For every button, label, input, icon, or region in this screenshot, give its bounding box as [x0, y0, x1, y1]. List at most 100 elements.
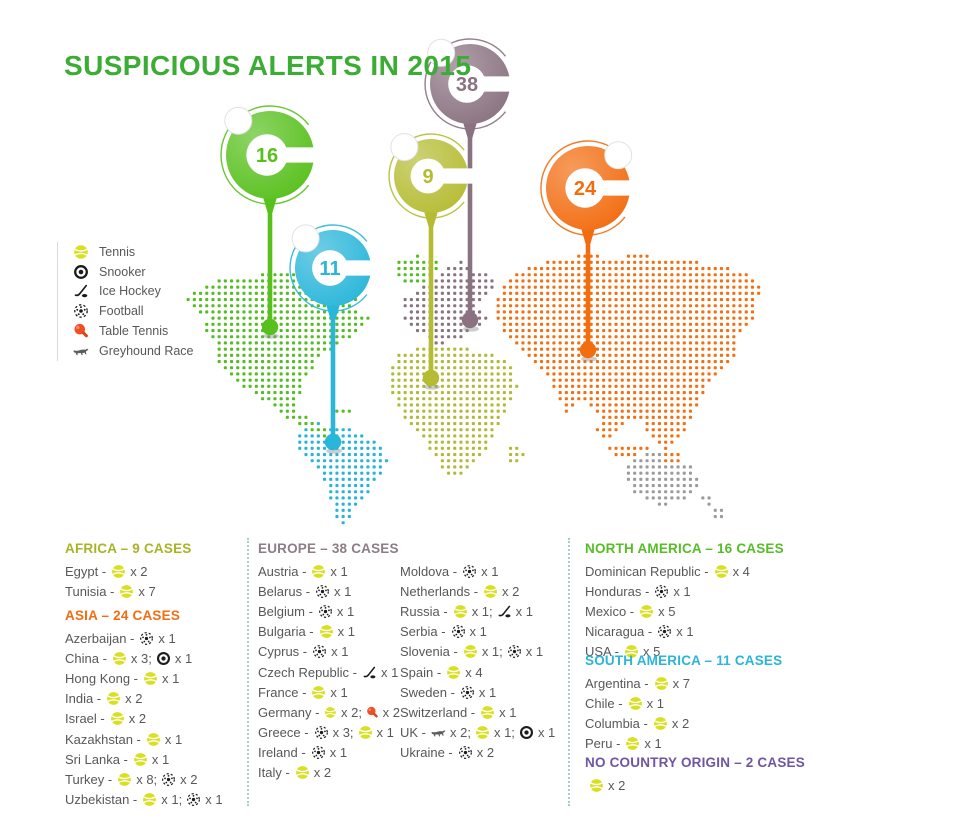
- section-title: NO COUNTRY ORIGIN – 2 CASES: [585, 755, 805, 770]
- country-name: China -: [65, 650, 107, 666]
- sport-count: x 1: [381, 664, 399, 680]
- marker-bubble: [604, 141, 633, 170]
- tennis-icon: [640, 605, 653, 618]
- sport-count: x 1: [646, 695, 664, 711]
- section-title: AFRICA – 9 CASES: [65, 541, 192, 556]
- country-name: Egypt -: [65, 563, 107, 579]
- legend-item-greyhound: Greyhound Race: [73, 341, 194, 361]
- country-name: Czech Republic -: [258, 664, 357, 680]
- country-name: Uzbekistan -: [65, 792, 138, 808]
- country-row: Azerbaijan - x 1: [65, 628, 223, 648]
- sport-count: x 4: [465, 664, 483, 680]
- tennis-icon: [626, 737, 640, 751]
- marker-bubble: [390, 133, 419, 162]
- country-name: Bulgaria -: [258, 624, 314, 640]
- sport-count: x 1: [644, 736, 662, 752]
- football-icon: [319, 605, 332, 618]
- country-name: Belgium -: [258, 603, 313, 619]
- page-title: SUSPICIOUS ALERTS IN 2015: [64, 50, 472, 81]
- sport-count: x 1: [469, 624, 487, 640]
- country-name: Netherlands -: [400, 583, 479, 599]
- sport-count: x 3;: [130, 650, 152, 666]
- column-divider: [568, 538, 570, 806]
- sport-count: x 1: [162, 670, 180, 686]
- country-row: France - x 1: [258, 682, 400, 702]
- country-name: Turkey -: [65, 771, 113, 787]
- legend-item-snooker: Snooker: [73, 262, 194, 282]
- football-icon: [507, 645, 521, 659]
- snooker-icon: [156, 651, 170, 665]
- section-title: SOUTH AMERICA – 11 CASES: [585, 653, 783, 668]
- tennis-icon: [447, 665, 461, 679]
- country-name: Peru -: [585, 736, 621, 752]
- country-row: Tunisia - x 7: [65, 581, 156, 601]
- sport-count: x 7: [672, 675, 690, 691]
- sport-count: x 1: [158, 630, 176, 646]
- icehockey-icon: [363, 666, 376, 678]
- country-name: Israel -: [65, 711, 105, 727]
- country-name: Spain -: [400, 664, 442, 680]
- country-row: Moldova - x 1: [400, 561, 555, 581]
- country-row: Netherlands - x 2: [400, 581, 555, 601]
- sport-count: x 2: [128, 711, 147, 727]
- map-marker-north_america: 16: [220, 105, 327, 339]
- legend-item-football: Football: [73, 301, 194, 321]
- sport-count: x 1: [164, 731, 183, 747]
- legend-item-tabletennis: Table Tennis: [73, 321, 194, 341]
- marker-value: 38: [456, 74, 478, 96]
- country-row: USA - x 5: [585, 642, 750, 662]
- marker-value: 24: [574, 178, 597, 200]
- country-name: Sri Lanka -: [65, 751, 128, 767]
- football-icon: [461, 685, 474, 699]
- country-name: Moldova -: [400, 563, 458, 579]
- country-row: Dominican Republic - x 4: [585, 561, 750, 581]
- country-row: Cyprus - x 1: [258, 642, 400, 662]
- football-icon: [458, 746, 472, 760]
- football-icon: [74, 304, 88, 319]
- country-row: Kazakhstan - x 1: [65, 729, 223, 749]
- country-row: Uzbekistan - x 1; x 1: [65, 790, 223, 810]
- football-icon: [311, 746, 325, 760]
- marker-bubble: [291, 224, 320, 253]
- marker-value: 9: [422, 166, 433, 188]
- country-row: Peru - x 1: [585, 734, 690, 754]
- football-icon: [162, 772, 176, 786]
- map-marker-africa: 9: [388, 133, 481, 390]
- tennis-icon: [714, 564, 728, 578]
- sport-count: x 1: [336, 603, 355, 619]
- sport-count: x 2;: [341, 704, 363, 720]
- country-row: UK - x 2; x 1; x 1: [400, 723, 555, 743]
- pin-tip: [261, 318, 279, 336]
- country-row: Hong Kong - x 1: [65, 668, 223, 688]
- country-row: Ukraine - x 2: [400, 743, 555, 763]
- country-row: Slovenia - x 1; x 1: [400, 642, 555, 662]
- sport-count: x 1;: [493, 725, 515, 741]
- tennis-icon: [625, 645, 638, 659]
- country-row: Spain - x 4: [400, 662, 555, 682]
- country-row: Austria - x 1: [258, 561, 400, 581]
- country-row: Egypt - x 2: [65, 561, 156, 581]
- sport-count: x 1: [337, 624, 355, 640]
- sport-count: x 3;: [332, 725, 354, 741]
- country-row: Columbia - x 2: [585, 713, 690, 733]
- icehockey-icon: [498, 605, 511, 618]
- sport-count: x 2: [125, 691, 143, 707]
- tennis-icon: [654, 676, 668, 690]
- sport-count: x 2: [476, 745, 495, 761]
- pin-shadow: [326, 448, 342, 454]
- pin-tip: [579, 341, 597, 359]
- marker-value: 16: [256, 145, 278, 167]
- country-name: Chile -: [585, 695, 623, 711]
- sport-count: x 1: [151, 751, 170, 767]
- section-no_country: NO COUNTRY ORIGIN – 2 CASES x 2: [585, 755, 805, 795]
- country-row: India - x 2: [65, 689, 223, 709]
- country-row: Germany - x 2; x 2: [258, 702, 400, 722]
- sport-count: x 1: [330, 684, 348, 700]
- sport-count: x 1: [515, 603, 533, 619]
- map-marker-asia: 24: [540, 140, 643, 362]
- country-row: China - x 3; x 1: [65, 648, 223, 668]
- football-icon: [314, 726, 328, 740]
- country-name: Switzerland -: [400, 704, 476, 720]
- tennis-icon: [74, 245, 88, 259]
